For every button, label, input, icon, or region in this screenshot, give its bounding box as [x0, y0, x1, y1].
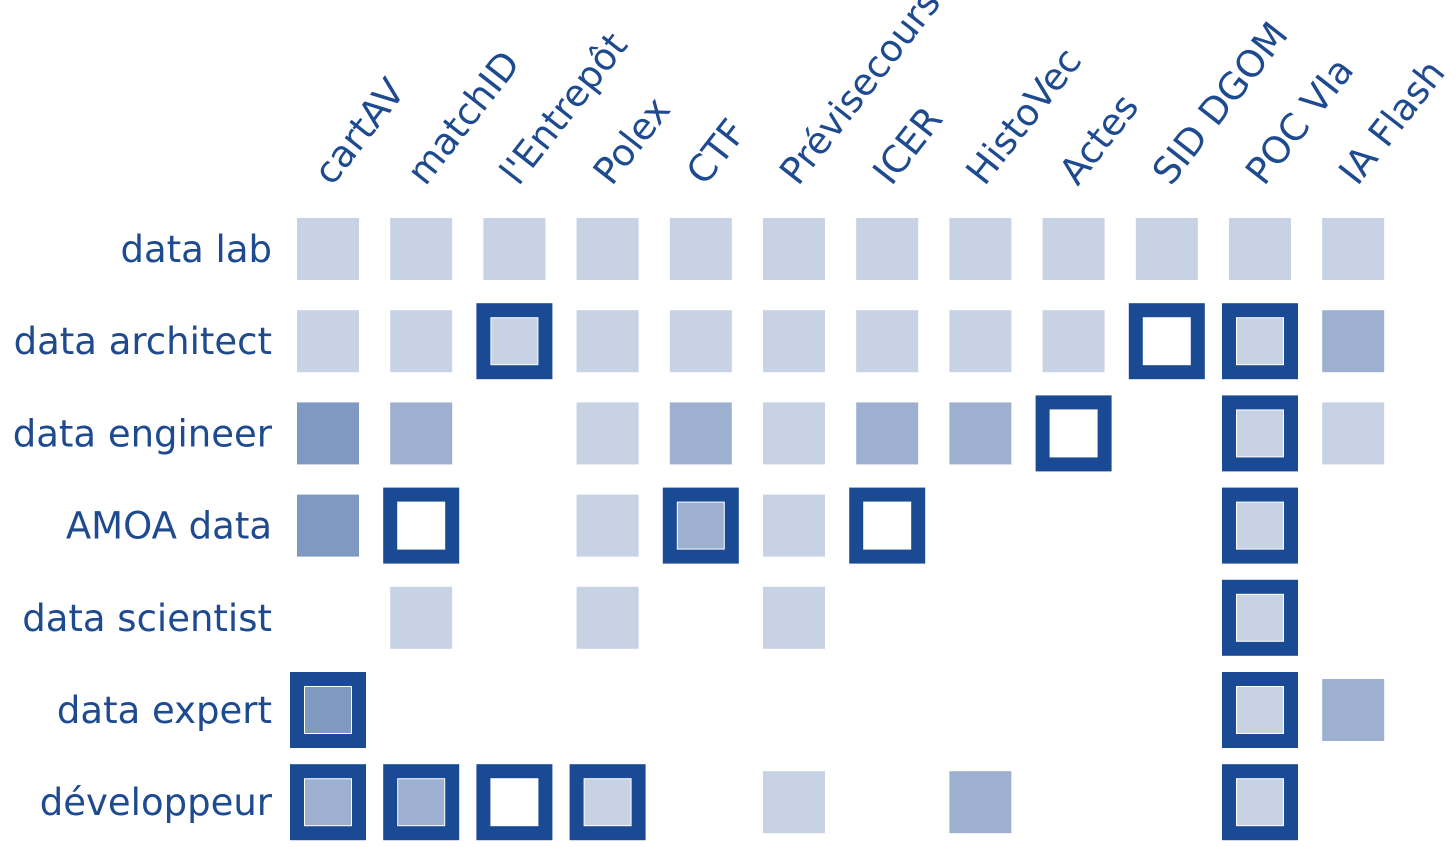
row-label: data expert: [57, 689, 272, 732]
heatmap-cell: [576, 310, 639, 373]
column-label: Actes: [1051, 86, 1147, 193]
heatmap-cell: [297, 402, 359, 465]
heatmap-cell: [763, 494, 825, 557]
row-labels: data lab data architect data engineer AMOA …: [13, 228, 273, 824]
heatmap-cell: [763, 402, 825, 465]
heatmap-cell: [305, 687, 351, 733]
highlighted-cell: [849, 487, 926, 564]
column-label: Polex: [585, 89, 679, 193]
heatmap-cell: [491, 318, 538, 365]
heatmap-cell: [856, 218, 919, 280]
highlighted-cell: [1128, 303, 1205, 380]
heatmap-cell: [763, 310, 825, 373]
heatmap-cell: [390, 402, 453, 465]
heatmap-cell: [483, 218, 546, 280]
highlighted-cell: [476, 764, 553, 841]
heatmap-cell: [763, 586, 825, 649]
heatmap-cell: [1322, 218, 1385, 280]
heatmap-cell: [1237, 410, 1283, 457]
heatmap-cell: [1237, 687, 1283, 733]
heatmap-cell: [1229, 218, 1291, 280]
heatmap-cell: [1237, 779, 1283, 826]
heatmap-cell: [1237, 502, 1283, 549]
heatmap-cell: [763, 218, 825, 280]
row-label: data lab: [120, 228, 272, 271]
heatmap-cell: [677, 502, 724, 549]
heatmap-cell: [669, 402, 732, 465]
column-label: cartAV: [305, 71, 413, 193]
highlighted-cell: [383, 487, 460, 564]
heatmap-cell: [305, 779, 351, 826]
row-label: AMOA data: [66, 505, 272, 548]
heatmap-cell: [856, 310, 919, 373]
row-label: data scientist: [22, 597, 272, 640]
heatmap-cell: [763, 771, 825, 834]
heatmap-cell: [576, 218, 639, 280]
row-label: data architect: [14, 320, 272, 363]
heatmap-cell: [669, 310, 732, 373]
heatmap-cell: [949, 218, 1012, 280]
heatmap-cell: [390, 218, 453, 280]
heatmap-cell: [297, 218, 359, 280]
heatmap-cell: [584, 779, 631, 826]
heatmap-cell: [1042, 310, 1105, 373]
row-label: data engineer: [13, 412, 273, 455]
heatmap-cell: [1237, 594, 1283, 641]
row-label: développeur: [40, 781, 273, 824]
heatmap-cell: [669, 218, 732, 280]
heatmap-cell: [1322, 310, 1385, 373]
heatmap-cell: [398, 779, 445, 826]
heatmap-cell: [856, 402, 919, 465]
heatmap-cell: [576, 586, 639, 649]
heatmap-cell: [1135, 218, 1198, 280]
heatmap-cell: [1322, 402, 1385, 465]
heatmap-cell: [1237, 318, 1283, 365]
heatmap-cell: [1042, 218, 1105, 280]
column-label: Prévisecours: [771, 0, 949, 193]
heatmap-cell: [297, 494, 359, 557]
heatmap-cell: [1322, 679, 1385, 741]
heatmap-cell: [576, 494, 639, 557]
highlighted-cell: [1035, 395, 1112, 472]
heatmap-cell: [949, 771, 1012, 834]
heatmap-cell: [949, 402, 1012, 465]
heatmap-cell: [576, 402, 639, 465]
heatmap-cell: [297, 310, 359, 373]
heatmap-cell: [390, 586, 453, 649]
column-label: CTF: [678, 111, 755, 192]
heatmap-cells: [290, 218, 1385, 841]
heatmap-cell: [390, 310, 453, 373]
column-label: ICER: [864, 98, 951, 192]
heatmap-cell: [949, 310, 1012, 373]
